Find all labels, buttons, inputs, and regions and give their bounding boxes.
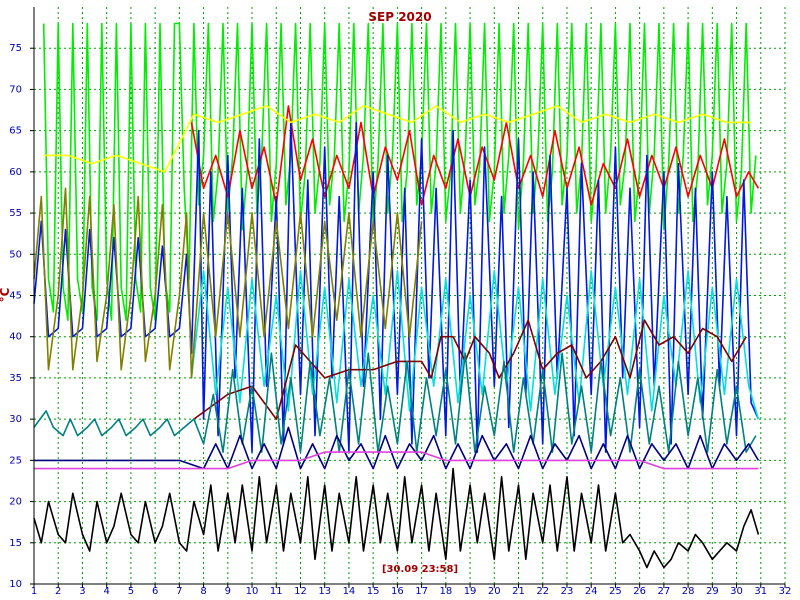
y-tick-label: 70 [9,84,22,95]
y-tick-label: 55 [9,208,22,219]
x-tick-label: 18 [439,586,452,597]
y-axis-label: °C [0,287,12,302]
x-tick-label: 32 [779,586,792,597]
series-line-9 [34,426,760,470]
x-tick-label: 21 [512,586,525,597]
x-tick-label: 31 [754,586,767,597]
x-tick-label: 15 [367,586,380,597]
series-line-4 [190,269,760,420]
x-tick-label: 14 [343,586,356,597]
x-tick-label: 26 [633,586,646,597]
x-tick-label: 22 [536,586,549,597]
x-tick-label: 2 [55,586,61,597]
x-tick-label: 13 [318,586,331,597]
series-line-10 [34,451,759,470]
y-tick-label: 60 [9,167,22,178]
series-line-5 [33,187,423,379]
x-tick-label: 27 [658,586,671,597]
x-tick-label: 1 [31,586,37,597]
y-tick-label: 15 [9,538,22,549]
x-tick-label: 5 [128,586,134,597]
x-tick-label: 4 [103,586,109,597]
y-tick-label: 75 [9,43,22,54]
tick-labels: 1 2 3 4 5 6 7 8 9 10 11 12 13 14 15 16 17 18 19 20 21 22 23 24 2… [9,43,791,597]
series-line-11 [33,467,760,569]
series-line-8 [33,352,757,453]
y-tick-label: 30 [9,414,22,425]
x-tick-label: 29 [706,586,719,597]
x-tick-label: 28 [682,586,695,597]
x-tick-label: 3 [79,586,85,597]
y-tick-label: 65 [9,126,22,137]
x-tick-label: 30 [730,586,743,597]
x-tick-label: 24 [585,586,598,597]
series-layer [33,22,760,569]
series-line-1 [42,22,757,322]
x-tick-label: 25 [609,586,622,597]
y-tick-label: 50 [9,249,22,260]
y-tick-label: 10 [9,579,22,590]
x-tick-label: 10 [246,586,259,597]
y-tick-label: 40 [9,332,22,343]
x-tick-label: 7 [176,586,182,597]
series-line-2 [190,105,760,206]
x-tick-label: 23 [561,586,574,597]
x-tick-label: 11 [270,586,283,597]
y-tick-label: 20 [9,497,22,508]
x-tick-label: 20 [488,586,501,597]
x-tick-label: 16 [391,586,404,597]
series-line-7 [193,319,747,420]
chart-title: SEP 2020 [368,10,431,24]
series-line-6 [43,105,752,173]
x-tick-label: 6 [152,586,158,597]
x-tick-label: 19 [464,586,477,597]
y-tick-label: 25 [9,455,22,466]
x-tick-label: 9 [225,586,231,597]
x-tick-label: 17 [415,586,428,597]
y-tick-label: 35 [9,373,22,384]
x-tick-label: 8 [200,586,206,597]
y-tick-label: 45 [9,291,22,302]
x-tick-label: 12 [294,586,307,597]
cursor-readout: [30.09 23:58] [382,564,458,575]
